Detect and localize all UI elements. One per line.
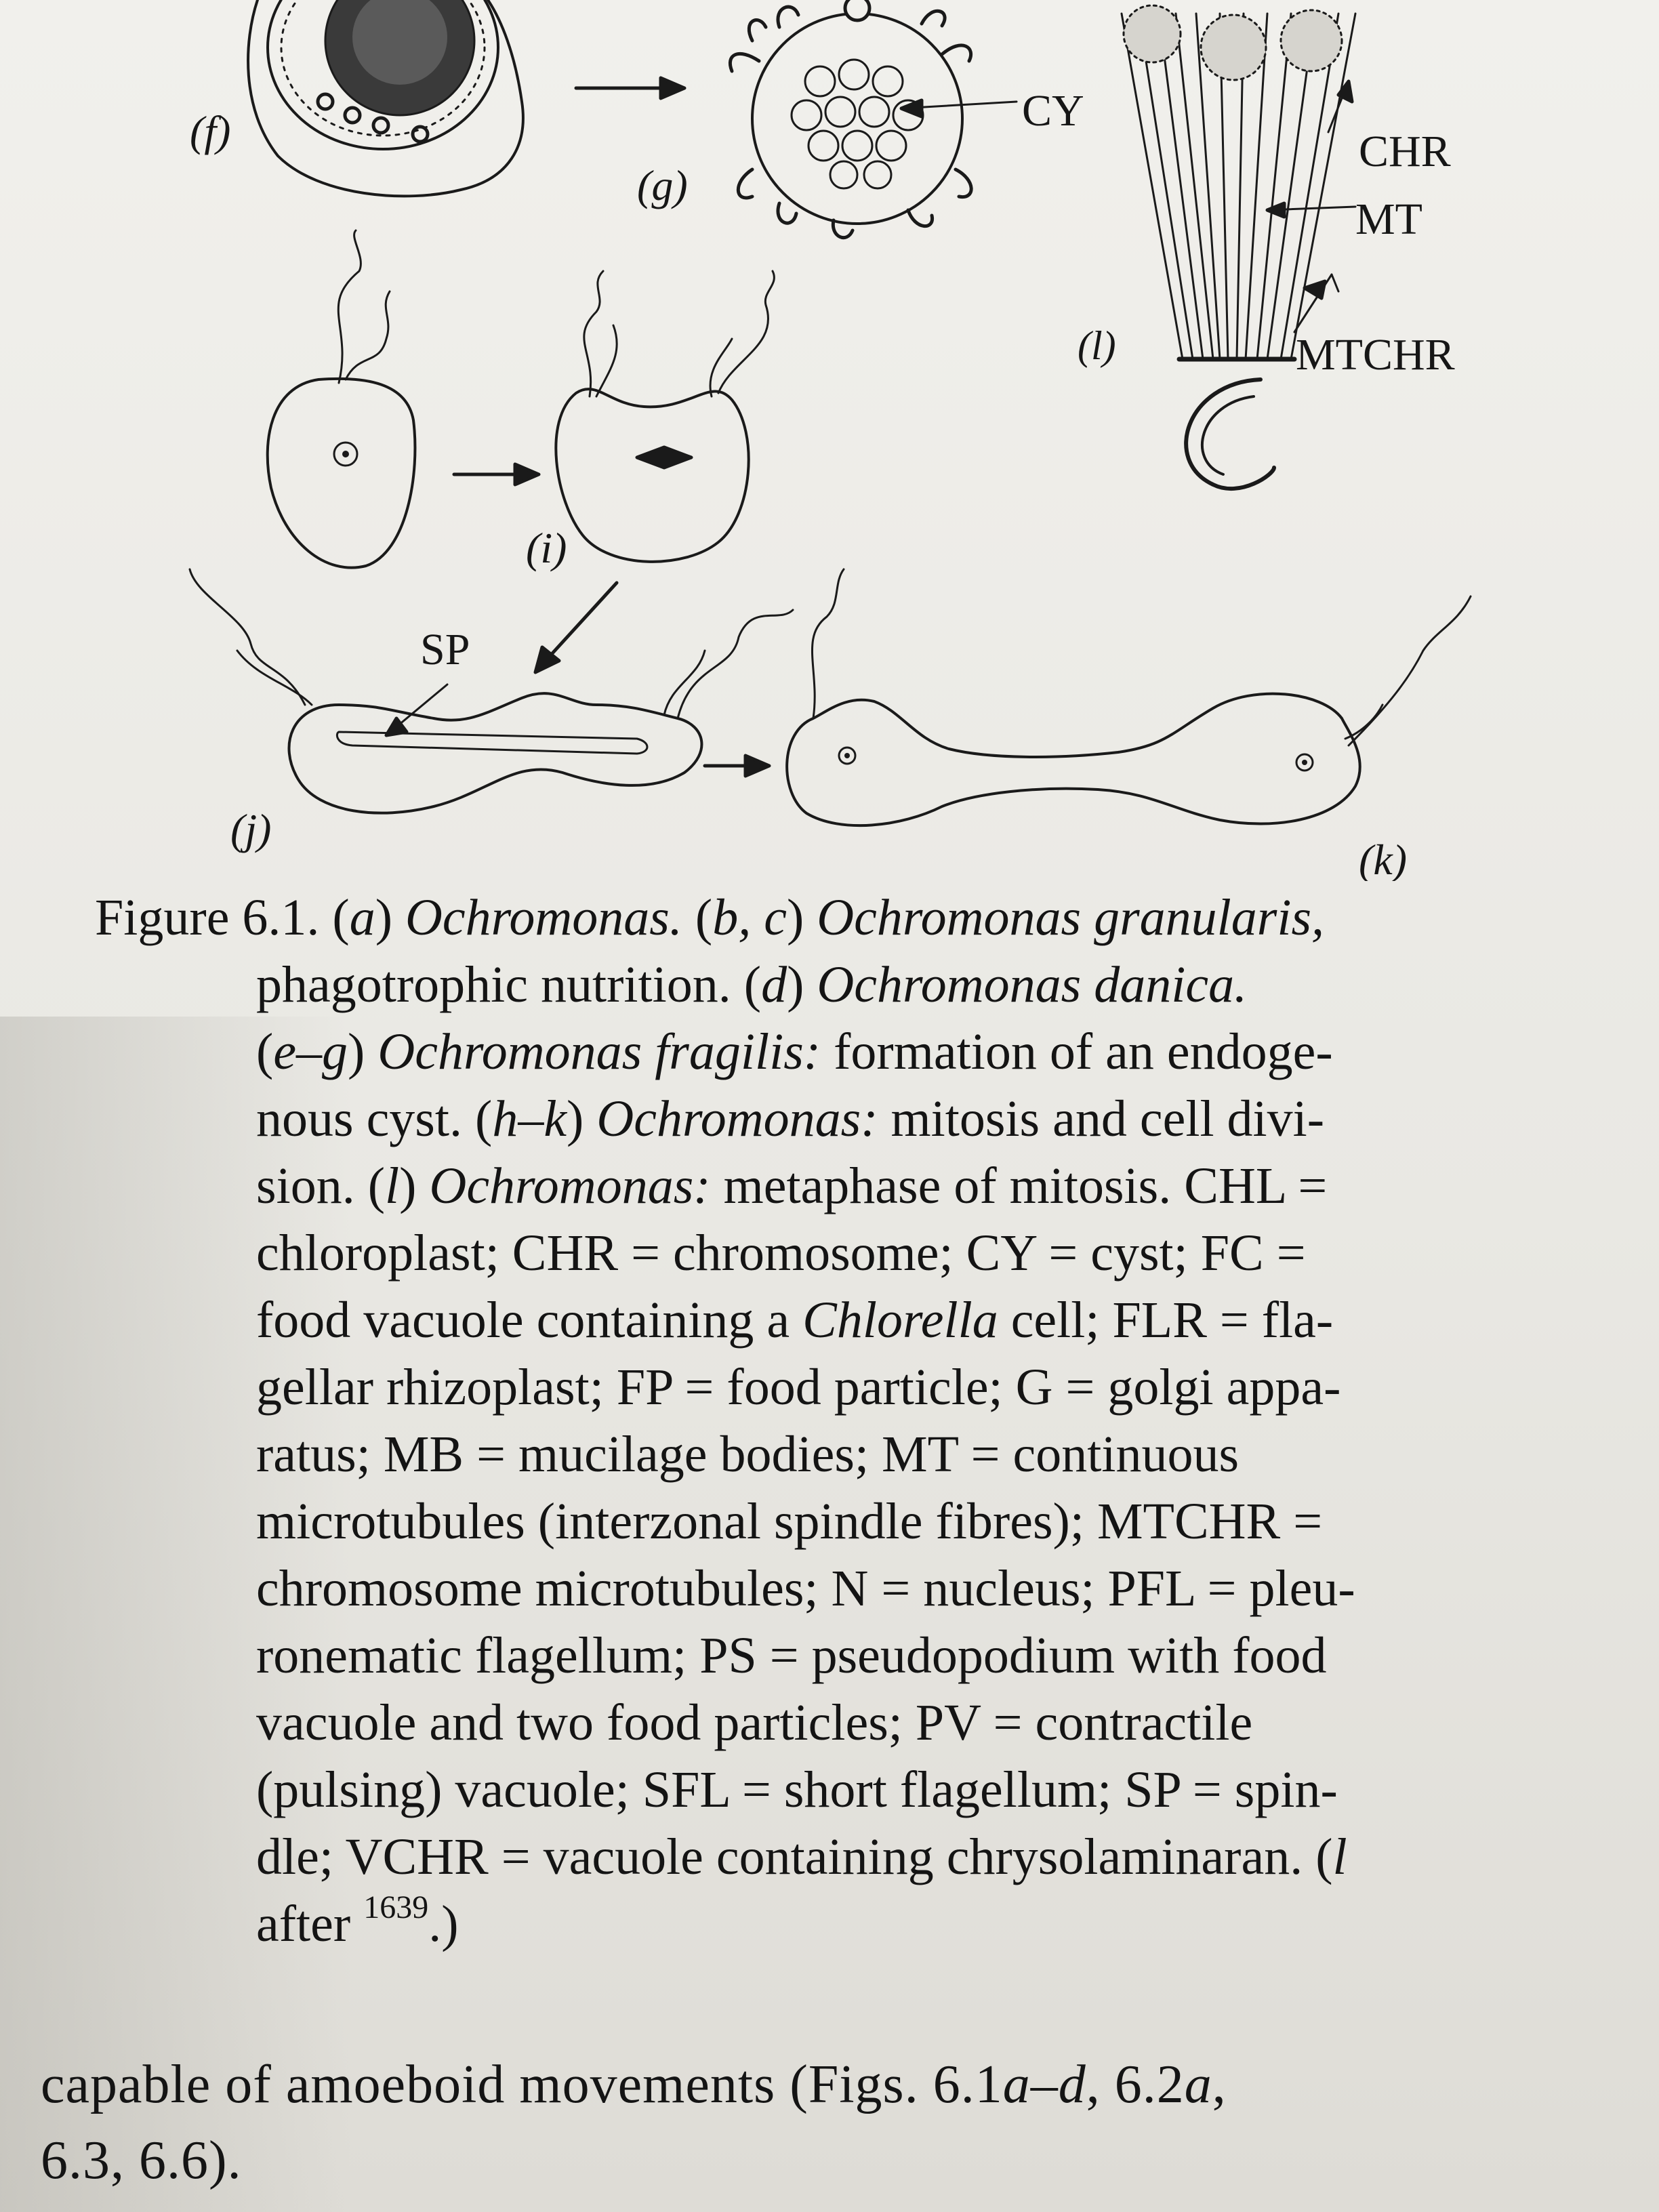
caption-line: chloroplast; CHR = chromosome; CY = cyst… bbox=[256, 1225, 1306, 1282]
caption-line: sion. (l) Ochromonas: metaphase of mitos… bbox=[256, 1158, 1328, 1214]
panel-i-dividing-cell bbox=[554, 270, 775, 563]
label-mt: MT bbox=[1355, 194, 1422, 244]
figure-illustration: (f) (g) CY CHR MT (l) MTCHR (i) SP (j) (… bbox=[188, 0, 1472, 881]
caption-line: nous cyst. (h–k) Ochromonas: mitosis and… bbox=[256, 1090, 1325, 1147]
caption-line: (e–g) Ochromonas fragilis: formation of … bbox=[256, 1023, 1333, 1080]
caption-line: chromosome microtubules; N = nucleus; PF… bbox=[256, 1560, 1355, 1617]
label-panel-g: (g) bbox=[637, 161, 688, 209]
caption-line: ronematic flagellum; PS = pseudopodium w… bbox=[256, 1627, 1327, 1684]
caption-line: ratus; MB = mucilage bodies; MT = contin… bbox=[256, 1426, 1240, 1483]
label-chr: CHR bbox=[1359, 127, 1451, 176]
panel-g-cyst bbox=[728, 0, 973, 240]
caption-line: gellar rhizoplast; FP = food particle; G… bbox=[256, 1359, 1341, 1416]
label-panel-f: (f) bbox=[190, 107, 230, 155]
caption-line: microtubules (interzonal spindle fibres)… bbox=[256, 1493, 1323, 1550]
panel-h-flagellate-cell bbox=[266, 229, 417, 569]
caption-line: Figure 6.1. (a) Ochromonas. (b, c) Ochro… bbox=[95, 889, 1325, 946]
panel-l-metaphase-spindle bbox=[1120, 4, 1357, 491]
caption-line: vacuole and two food particles; PV = con… bbox=[256, 1694, 1253, 1751]
caption-line: (pulsing) vacuole; SFL = short flagellum… bbox=[256, 1761, 1338, 1818]
label-sp: SP bbox=[420, 625, 470, 674]
label-panel-l: (l) bbox=[1078, 323, 1116, 368]
caption-line: phagotrophic nutrition. (d) Ochromonas d… bbox=[256, 956, 1248, 1013]
caption-line: food vacuole containing a Chlorella cell… bbox=[256, 1292, 1334, 1349]
label-mtchr: MTCHR bbox=[1296, 330, 1455, 380]
caption-line: dle; VCHR = vacuole containing chrysolam… bbox=[256, 1828, 1347, 1885]
panel-f-cyst-cell bbox=[247, 0, 525, 198]
figure-caption: Figure 6.1. (a) Ochromonas. (b, c) Ochro… bbox=[95, 884, 1538, 1958]
body-line: capable of amoeboid movements (Figs. 6.1… bbox=[41, 2055, 1227, 2114]
body-line: 6.3, 6.6). bbox=[41, 2131, 242, 2190]
label-cy: CY bbox=[1022, 86, 1084, 136]
label-panel-i: (i) bbox=[526, 524, 567, 572]
caption-line: after 1639.) bbox=[256, 1889, 459, 1953]
panel-k-daughter-cells bbox=[785, 568, 1472, 827]
label-panel-k: (k) bbox=[1359, 836, 1407, 881]
label-panel-j: (j) bbox=[230, 805, 271, 853]
body-paragraph: capable of amoeboid movements (Figs. 6.1… bbox=[41, 2047, 1599, 2198]
panel-j-elongated-cell bbox=[188, 568, 794, 815]
